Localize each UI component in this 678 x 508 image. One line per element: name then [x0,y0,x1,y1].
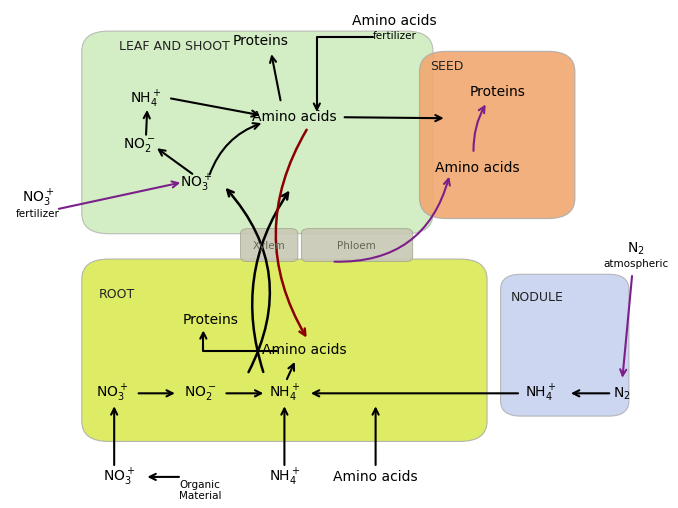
Text: NH$_4^+$: NH$_4^+$ [268,383,300,404]
Text: NO$_2^-$: NO$_2^-$ [184,385,216,402]
Text: NO$_3^+$: NO$_3^+$ [180,172,213,194]
Text: NO$_3^+$: NO$_3^+$ [22,187,54,209]
Text: fertilizer: fertilizer [16,209,60,219]
Text: NH$_4^+$: NH$_4^+$ [268,466,300,488]
Text: NODULE: NODULE [511,291,563,304]
Text: NO$_3^+$: NO$_3^+$ [103,466,135,488]
Text: NH$_4^+$: NH$_4^+$ [130,89,161,110]
Text: Xylem: Xylem [252,241,285,251]
Text: SEED: SEED [430,60,463,73]
Text: Phloem: Phloem [338,241,376,251]
Text: fertilizer: fertilizer [373,31,416,41]
Text: Proteins: Proteins [233,34,289,48]
Text: N$_2$: N$_2$ [614,385,631,401]
Text: Material: Material [179,491,221,501]
FancyBboxPatch shape [301,229,413,262]
Text: Amino acids: Amino acids [352,14,437,28]
Text: Proteins: Proteins [182,313,238,327]
Text: Proteins: Proteins [469,85,525,99]
Text: Organic: Organic [180,480,220,490]
FancyBboxPatch shape [82,31,433,234]
FancyBboxPatch shape [500,274,629,416]
Text: Amino acids: Amino acids [262,343,347,357]
Text: Amino acids: Amino acids [334,470,418,484]
Text: NO$_2^-$: NO$_2^-$ [123,136,155,154]
Text: atmospheric: atmospheric [603,259,669,269]
Text: Amino acids: Amino acids [435,161,519,175]
Text: N$_2$: N$_2$ [626,241,645,257]
FancyBboxPatch shape [241,229,298,262]
Text: NO$_3^+$: NO$_3^+$ [96,383,128,404]
Text: NH$_4^+$: NH$_4^+$ [525,383,557,404]
Text: ROOT: ROOT [98,288,135,301]
Text: Amino acids: Amino acids [252,110,337,124]
FancyBboxPatch shape [82,259,487,441]
FancyBboxPatch shape [420,51,575,218]
Text: LEAF AND SHOOT: LEAF AND SHOOT [119,40,230,53]
